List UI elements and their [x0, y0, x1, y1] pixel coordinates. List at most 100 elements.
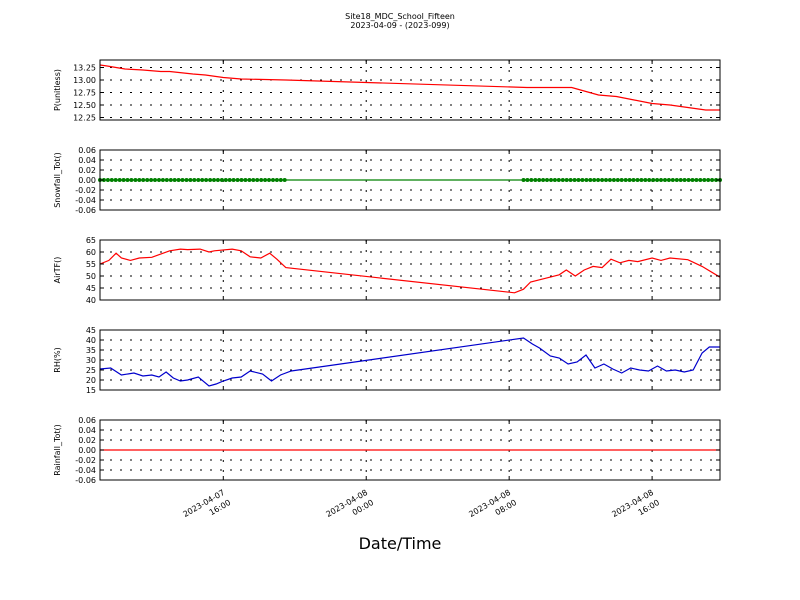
data-point-snowfall-tot	[109, 178, 114, 182]
panel-frame-p-unitless	[99, 59, 721, 121]
data-point-snowfall-tot	[560, 178, 565, 182]
data-point-snowfall-tot	[690, 178, 695, 182]
y-tick-label: 0.06	[78, 416, 96, 425]
data-point-snowfall-tot	[125, 178, 130, 182]
data-point-snowfall-tot	[619, 178, 624, 182]
data-point-snowfall-tot	[160, 178, 165, 182]
y-tick-label: -0.04	[75, 196, 96, 205]
y-tick-label: 0.06	[78, 146, 96, 155]
y-axis-label-rainfall-tot: Rainfall_Tot()	[53, 424, 62, 476]
y-tick-label: 45	[86, 326, 96, 335]
data-point-snowfall-tot	[117, 178, 122, 182]
data-point-snowfall-tot	[694, 178, 699, 182]
y-axis-label-rh: RH(%)	[53, 347, 62, 372]
panel-frame-airtf	[99, 239, 721, 301]
data-point-snowfall-tot	[215, 178, 220, 182]
data-point-snowfall-tot	[600, 178, 605, 182]
data-point-snowfall-tot	[706, 178, 711, 182]
y-tick-label: 12.75	[73, 89, 96, 98]
data-point-snowfall-tot	[247, 178, 252, 182]
data-point-snowfall-tot	[251, 178, 256, 182]
data-point-snowfall-tot	[192, 178, 197, 182]
data-point-snowfall-tot	[651, 178, 656, 182]
data-point-snowfall-tot	[647, 178, 652, 182]
data-point-snowfall-tot	[239, 178, 244, 182]
data-point-snowfall-tot	[243, 178, 248, 182]
data-point-snowfall-tot	[663, 178, 667, 182]
data-point-snowfall-tot	[113, 178, 118, 182]
data-point-snowfall-tot	[267, 178, 271, 182]
data-point-snowfall-tot	[674, 178, 679, 182]
data-point-snowfall-tot	[188, 178, 193, 182]
data-point-snowfall-tot	[588, 178, 593, 182]
y-tick-label: 12.50	[73, 101, 96, 110]
y-tick-label: 60	[86, 248, 96, 257]
y-tick-label: 20	[86, 376, 96, 385]
chart-title: Site18_MDC_School_Fifteen	[345, 12, 455, 21]
data-point-snowfall-tot	[596, 178, 601, 182]
data-point-snowfall-tot	[655, 178, 660, 182]
y-tick-label: 40	[86, 296, 96, 305]
data-point-snowfall-tot	[533, 178, 538, 182]
data-point-snowfall-tot	[133, 178, 138, 182]
series-line-p-unitless	[99, 64, 720, 111]
data-point-snowfall-tot	[164, 178, 169, 182]
y-tick-label: 15	[86, 386, 96, 395]
y-tick-label: -0.04	[75, 466, 96, 475]
data-point-snowfall-tot	[710, 178, 715, 182]
data-point-snowfall-tot	[184, 178, 189, 182]
data-point-snowfall-tot	[592, 178, 597, 182]
data-point-snowfall-tot	[568, 178, 573, 182]
y-tick-label: -0.02	[75, 456, 96, 465]
data-point-snowfall-tot	[149, 178, 154, 182]
data-point-snowfall-tot	[157, 178, 161, 182]
data-point-snowfall-tot	[274, 178, 279, 182]
y-tick-label: 45	[86, 284, 96, 293]
data-point-snowfall-tot	[607, 178, 612, 182]
data-point-snowfall-tot	[263, 178, 268, 182]
y-tick-label: 35	[86, 346, 96, 355]
data-point-snowfall-tot	[525, 178, 530, 182]
y-tick-label: 13.25	[73, 64, 96, 73]
data-point-snowfall-tot	[702, 178, 707, 182]
data-point-snowfall-tot	[145, 178, 150, 182]
y-tick-label: -0.06	[75, 206, 96, 215]
data-point-snowfall-tot	[282, 178, 287, 182]
y-tick-label: 40	[86, 336, 96, 345]
data-point-snowfall-tot	[686, 178, 691, 182]
data-point-snowfall-tot	[580, 178, 585, 182]
data-point-snowfall-tot	[172, 178, 177, 182]
data-point-snowfall-tot	[584, 178, 589, 182]
data-point-snowfall-tot	[549, 178, 553, 182]
y-axis-label-p-unitless: P(unitless)	[53, 69, 62, 111]
x-axis-label: Date/Time	[358, 534, 442, 553]
data-point-snowfall-tot	[180, 178, 185, 182]
data-point-snowfall-tot	[141, 178, 146, 182]
data-point-snowfall-tot	[556, 178, 561, 182]
y-tick-label: -0.02	[75, 186, 96, 195]
data-point-snowfall-tot	[537, 178, 542, 182]
data-point-snowfall-tot	[576, 178, 581, 182]
y-tick-label: 0.04	[78, 156, 96, 165]
data-point-snowfall-tot	[121, 178, 126, 182]
data-point-snowfall-tot	[200, 178, 205, 182]
y-tick-label: 25	[86, 366, 96, 375]
data-point-snowfall-tot	[678, 178, 683, 182]
data-point-snowfall-tot	[204, 178, 209, 182]
y-tick-label: 50	[86, 272, 96, 281]
y-tick-label: 12.25	[73, 114, 96, 123]
data-point-snowfall-tot	[208, 178, 213, 182]
y-tick-label: 65	[86, 236, 96, 245]
data-point-snowfall-tot	[682, 178, 687, 182]
data-point-snowfall-tot	[604, 178, 608, 182]
data-point-snowfall-tot	[659, 178, 663, 182]
data-point-snowfall-tot	[643, 178, 648, 182]
data-point-snowfall-tot	[129, 178, 134, 182]
y-tick-label: 13.00	[73, 76, 96, 85]
data-point-snowfall-tot	[545, 178, 549, 182]
data-point-snowfall-tot	[223, 178, 228, 182]
data-point-snowfall-tot	[137, 178, 142, 182]
data-point-snowfall-tot	[153, 178, 157, 182]
data-point-snowfall-tot	[623, 178, 628, 182]
data-point-snowfall-tot	[564, 178, 569, 182]
